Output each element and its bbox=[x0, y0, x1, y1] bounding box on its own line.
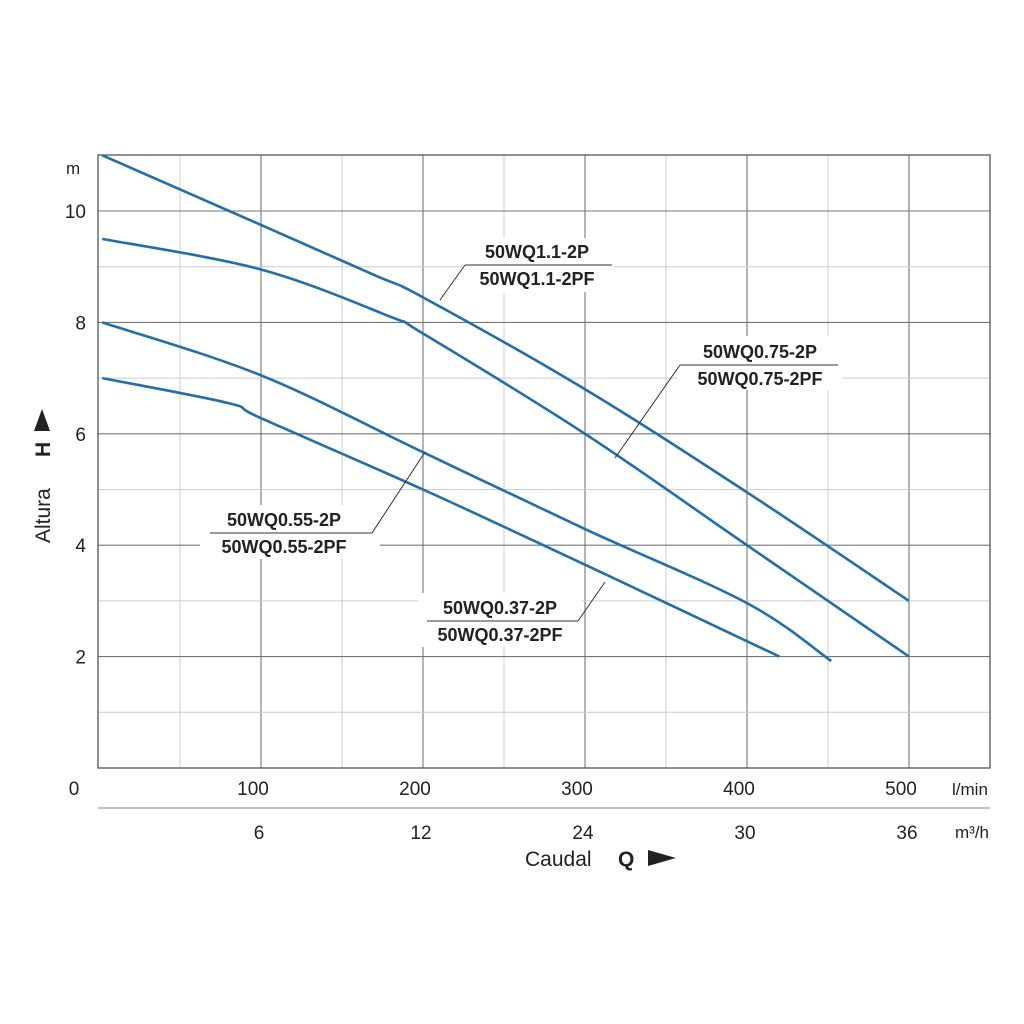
series-curve bbox=[101, 376, 780, 658]
series-labels: 50WQ1.1-2P 50WQ1.1-2PF 50WQ0.75-2P 50WQ0.75… bbox=[200, 238, 842, 647]
x-tick-label: 400 bbox=[723, 779, 755, 800]
x-tick-label: 500 bbox=[885, 779, 917, 800]
x-axis-symbol: Q bbox=[618, 848, 634, 871]
label-background bbox=[200, 505, 380, 559]
series-label: 50WQ0.75-2P bbox=[703, 342, 817, 362]
label-leader-line bbox=[614, 364, 681, 459]
x-tick-label: 300 bbox=[561, 779, 593, 800]
x-tick-label: 100 bbox=[237, 779, 269, 800]
x-tick-label: 0 bbox=[69, 779, 80, 800]
series-label: 50WQ0.55-2P bbox=[227, 510, 341, 530]
series-label: 50WQ1.1-2P bbox=[485, 242, 589, 262]
series-label-variant: 50WQ0.75-2PF bbox=[697, 369, 822, 389]
series-label: 50WQ0.37-2P bbox=[443, 598, 557, 618]
label-leader-line bbox=[371, 451, 426, 534]
y-unit: m bbox=[66, 159, 80, 178]
x-tick-label: 200 bbox=[399, 779, 431, 800]
series-curve bbox=[101, 237, 910, 658]
series-label-variant: 50WQ0.37-2PF bbox=[437, 625, 562, 645]
x2-tick-label: 24 bbox=[572, 823, 594, 844]
x2-tick-label: 36 bbox=[896, 823, 917, 844]
y-tick-label: 10 bbox=[65, 202, 86, 223]
x-axis-label: Caudal bbox=[525, 848, 592, 871]
series-curve bbox=[101, 154, 910, 602]
y-arrow-icon bbox=[34, 409, 50, 431]
y-axis-symbol: H bbox=[32, 442, 55, 457]
curves bbox=[101, 154, 910, 663]
y-tick-label: 2 bbox=[75, 648, 86, 669]
series-curve bbox=[101, 321, 832, 663]
y-tick-label: 6 bbox=[75, 425, 86, 446]
label-leader-line bbox=[577, 581, 606, 622]
x-unit: l/min bbox=[952, 780, 988, 799]
x2-unit: m³/h bbox=[955, 823, 989, 842]
label-leader-line bbox=[439, 264, 466, 301]
y-tick-label: 8 bbox=[75, 313, 86, 334]
x-arrow-icon bbox=[648, 850, 676, 866]
y-axis-label: Altura bbox=[32, 488, 55, 543]
plot-frame bbox=[97, 154, 991, 769]
label-background bbox=[678, 336, 842, 390]
series-label-variant: 50WQ1.1-2PF bbox=[479, 269, 594, 289]
series-label-variant: 50WQ0.55-2PF bbox=[221, 537, 346, 557]
x2-tick-label: 30 bbox=[734, 823, 755, 844]
x2-tick-label: 6 bbox=[254, 823, 265, 844]
label-background bbox=[418, 593, 582, 647]
x2-tick-label: 12 bbox=[410, 823, 431, 844]
y-tick-label: 4 bbox=[75, 536, 86, 557]
